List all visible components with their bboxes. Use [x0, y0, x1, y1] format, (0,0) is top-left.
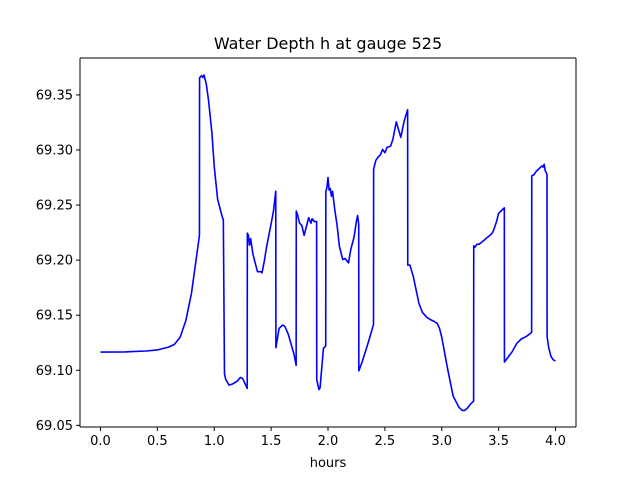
- plot-area: [80, 58, 576, 427]
- plot-marks: [100, 74, 556, 412]
- x-tick-label: 3.5: [488, 434, 509, 449]
- x-tick-label: 1.5: [261, 434, 282, 449]
- axes-frame: [79, 57, 577, 428]
- y-tick-label: 69.10: [36, 364, 73, 379]
- x-tick-label: 1.0: [204, 434, 225, 449]
- x-tick-label: 0.5: [147, 434, 168, 449]
- y-tick-label: 69.30: [36, 143, 73, 158]
- y-tick-label: 69.05: [36, 419, 73, 434]
- x-tick-label: 2.0: [318, 434, 339, 449]
- axis-ticks: 0.0 0.5 1.0 1.5 2.0 2.5 3.0 3.5 4.0 69.05 69.10 69.…: [36, 88, 566, 449]
- x-tick-label: 0.0: [90, 434, 111, 449]
- y-tick-label: 69.35: [36, 88, 73, 103]
- x-tick-label: 3.0: [431, 434, 452, 449]
- chart-title: Water Depth h at gauge 525: [214, 34, 442, 53]
- y-tick-label: 69.15: [36, 309, 73, 324]
- x-axis-label: hours: [310, 456, 347, 471]
- series-line-0: [100, 74, 556, 412]
- x-tick-label: 2.5: [375, 434, 396, 449]
- x-tick-label: 4.0: [545, 434, 566, 449]
- y-tick-label: 69.20: [36, 254, 73, 269]
- y-tick-label: 69.25: [36, 199, 73, 214]
